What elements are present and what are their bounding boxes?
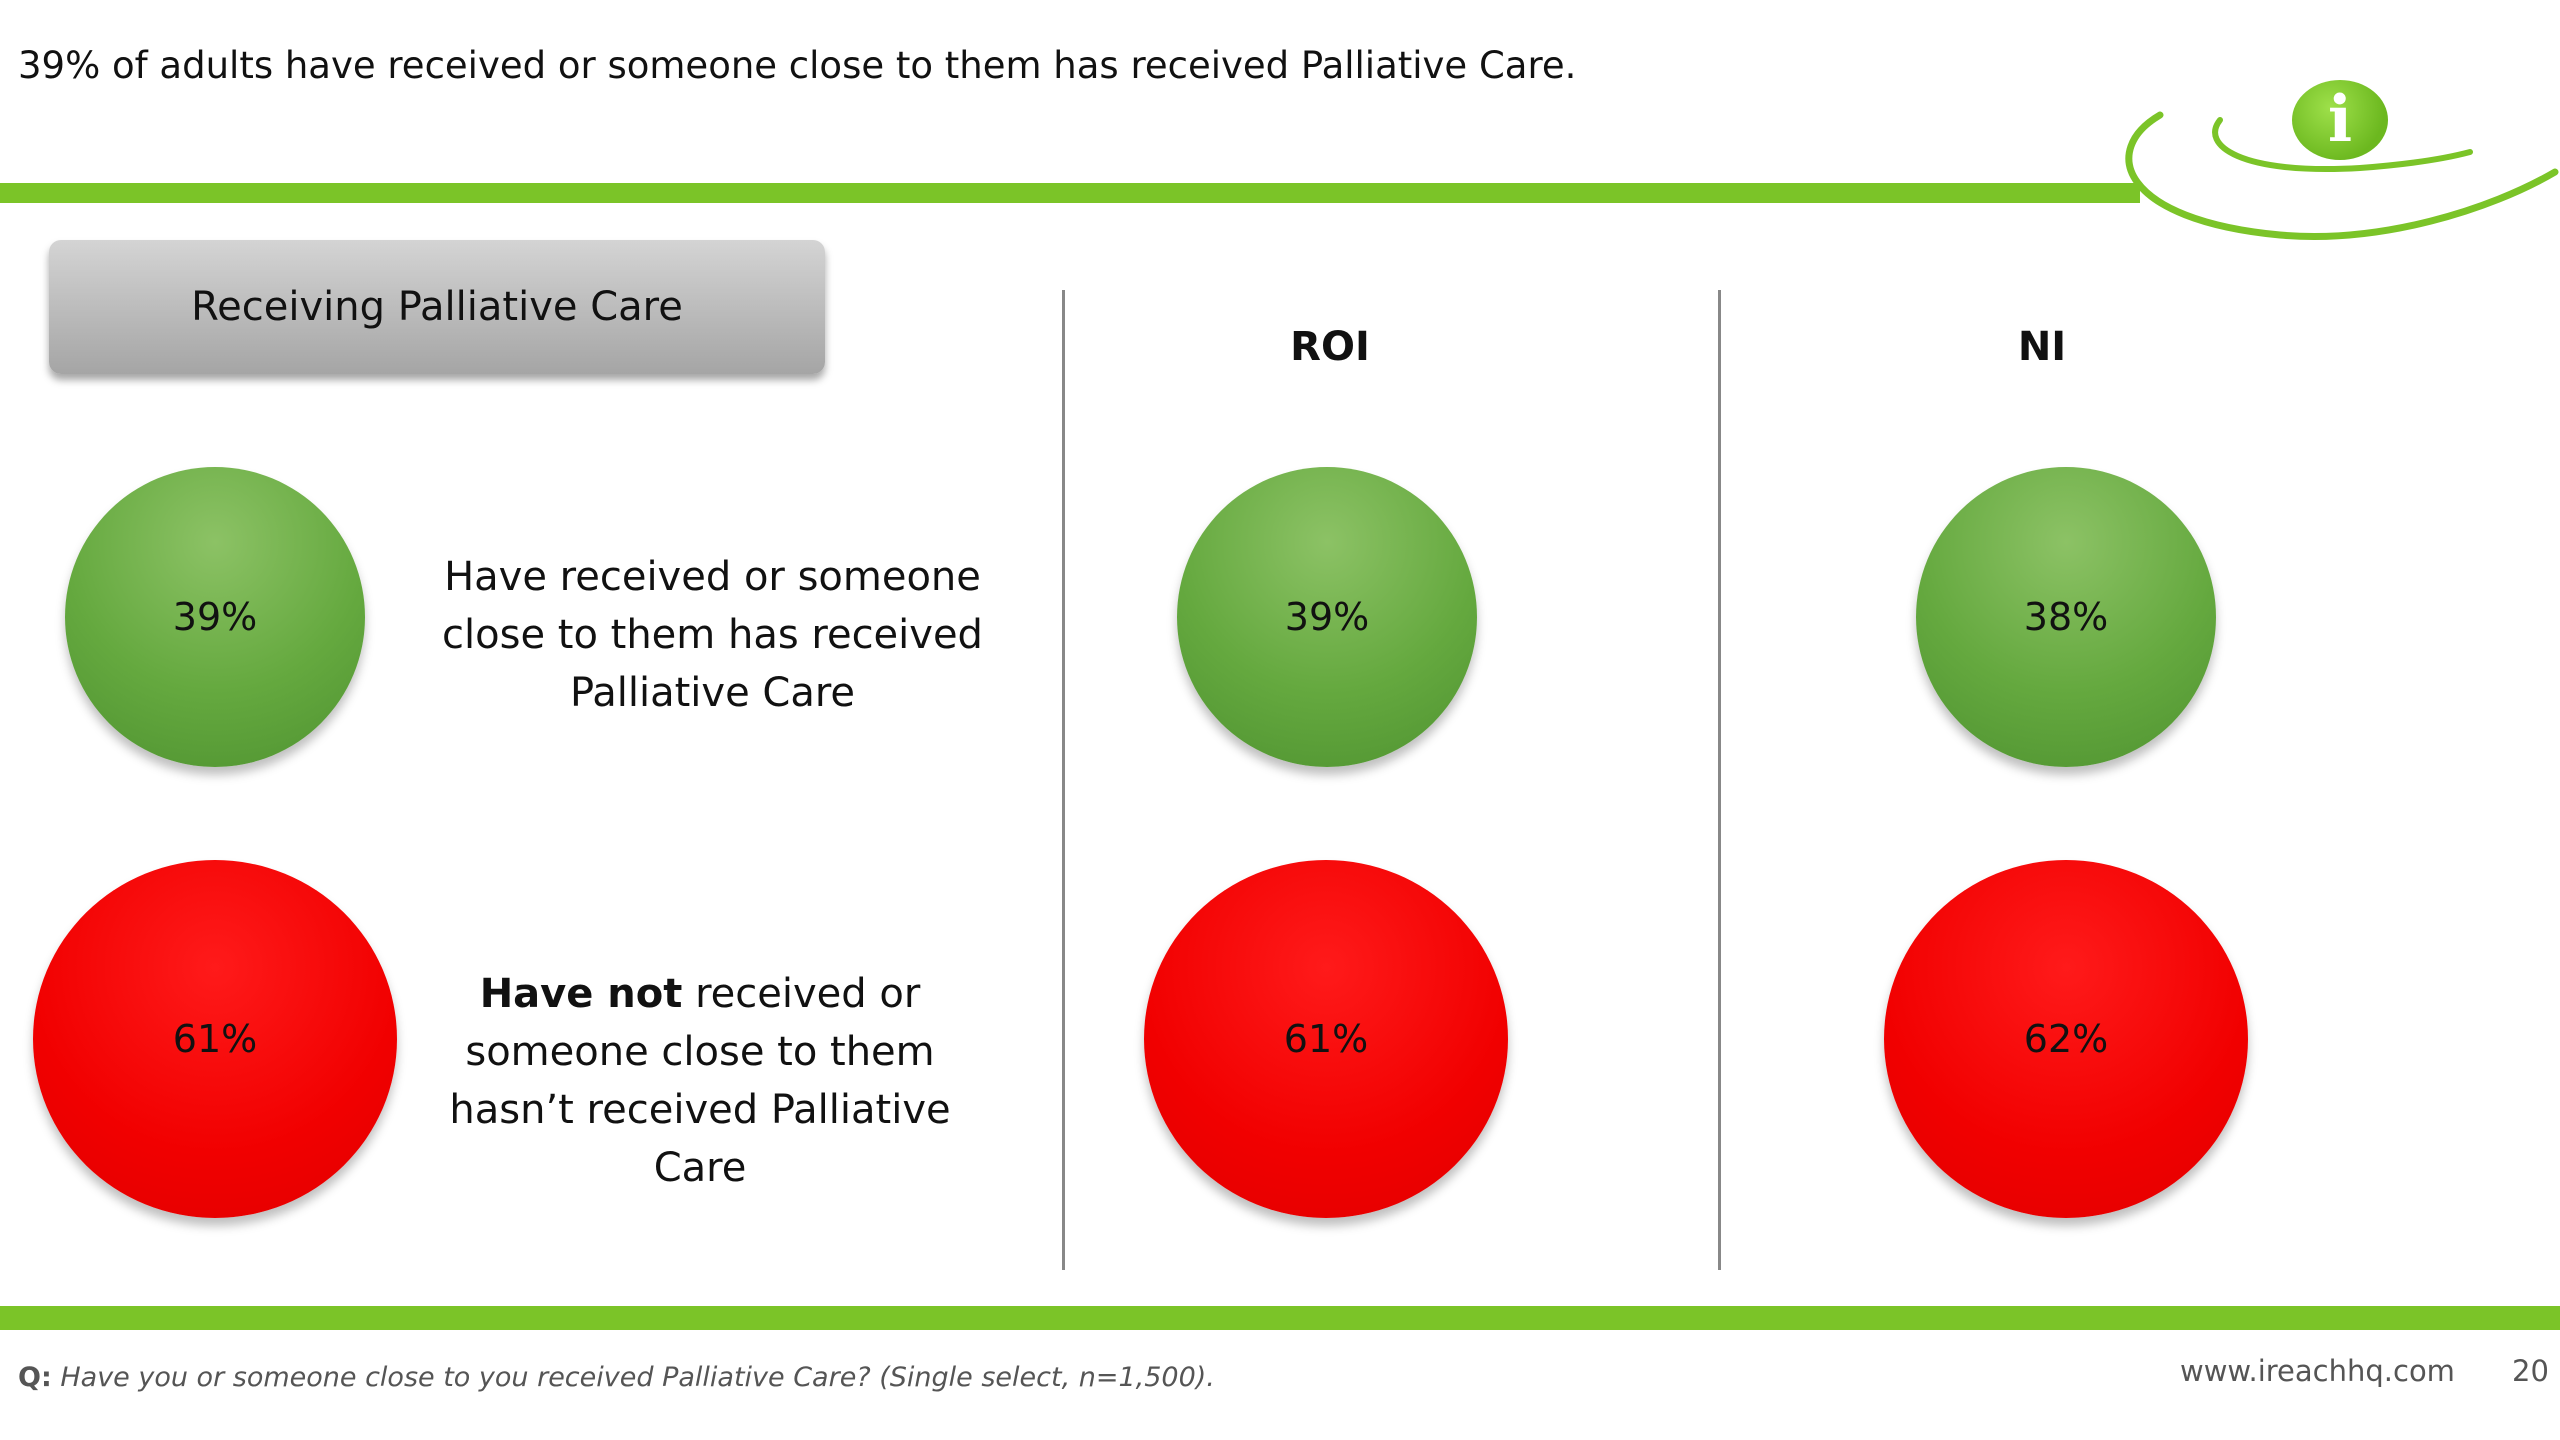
bubble-received-total: 39% bbox=[65, 467, 365, 767]
question-footnote: Q: Have you or someone close to you rece… bbox=[18, 1362, 1215, 1393]
label-not-received-bold: Have not bbox=[479, 971, 683, 1017]
question-text: Have you or someone close to you receive… bbox=[60, 1362, 1215, 1393]
column-divider-2 bbox=[1718, 290, 1721, 1270]
website-link[interactable]: www.ireachhq.com bbox=[2180, 1354, 2455, 1388]
bubble-not-received-total: 61% bbox=[33, 860, 397, 1218]
slide-headline: 39% of adults have received or someone c… bbox=[18, 44, 1577, 87]
column-divider-1 bbox=[1062, 290, 1065, 1270]
question-label: Q: bbox=[18, 1362, 52, 1393]
value-received-total: 39% bbox=[172, 595, 258, 639]
bubble-not-received-ni: 62% bbox=[1884, 860, 2248, 1218]
value-not-received-roi: 61% bbox=[1283, 1017, 1369, 1061]
segment-label-box: Receiving Palliative Care bbox=[49, 240, 825, 374]
segment-label: Receiving Palliative Care bbox=[191, 284, 683, 330]
top-accent-bar bbox=[0, 183, 2140, 203]
value-not-received-total: 61% bbox=[172, 1017, 258, 1061]
value-received-ni: 38% bbox=[2023, 595, 2109, 639]
value-received-roi: 39% bbox=[1284, 595, 1370, 639]
swoosh-logo-icon bbox=[2125, 111, 2559, 240]
value-not-received-ni: 62% bbox=[2023, 1017, 2109, 1061]
bottom-accent-bar bbox=[0, 1306, 2560, 1330]
bubble-received-roi: 39% bbox=[1177, 467, 1477, 767]
label-not-received-rest: received or someone close to them hasn’t… bbox=[449, 971, 951, 1191]
page-number: 20 bbox=[2512, 1354, 2549, 1388]
bubble-not-received-roi: 61% bbox=[1144, 860, 1508, 1218]
label-not-received: Have not received or someone close to th… bbox=[430, 965, 970, 1197]
bubble-received-ni: 38% bbox=[1916, 467, 2216, 767]
label-received: Have received or someone close to them h… bbox=[442, 554, 983, 716]
column-header-ni: NI bbox=[2017, 324, 2067, 370]
info-logo-icon: i bbox=[2292, 80, 2388, 160]
column-header-roi: ROI bbox=[1290, 324, 1370, 370]
